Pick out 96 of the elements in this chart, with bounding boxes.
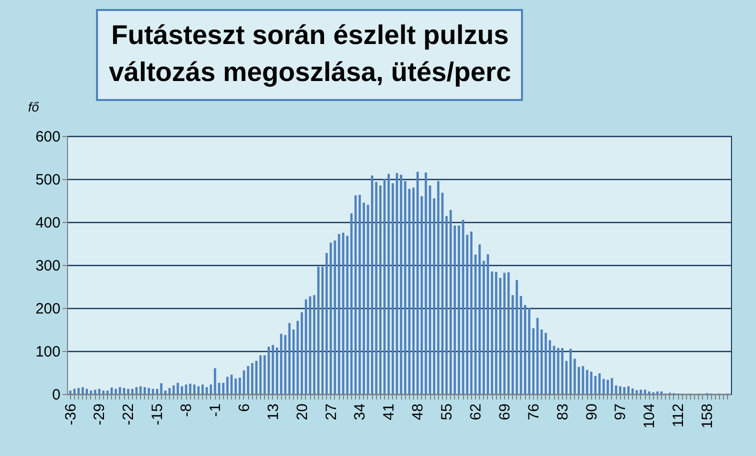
x-tick-label: 104	[641, 404, 658, 429]
bar	[94, 390, 96, 394]
bar	[516, 280, 518, 394]
x-tick-label: 90	[583, 404, 600, 420]
y-tick-label: 400	[35, 214, 60, 232]
x-tick-label: 34	[352, 404, 369, 420]
bar	[255, 360, 258, 394]
x-tick-label: 97	[612, 404, 630, 420]
bar	[544, 332, 547, 394]
bar	[437, 181, 440, 394]
bar	[358, 194, 361, 394]
x-tick-label: -36	[62, 404, 80, 426]
x-tick-label: 76	[525, 404, 542, 420]
bar	[90, 390, 92, 394]
bar	[280, 334, 282, 394]
x-tick-label: 48	[410, 404, 427, 420]
bar	[148, 388, 150, 394]
bar	[478, 244, 481, 394]
bar	[636, 390, 638, 394]
bar	[102, 390, 105, 394]
bar	[586, 370, 588, 394]
bar	[619, 386, 622, 394]
x-tick-label: 20	[294, 404, 311, 420]
bar	[218, 382, 220, 394]
bar	[82, 387, 84, 394]
x-tick-label: -22	[120, 404, 138, 426]
chart-title: Futásteszt során észlelt pulzus változás megoszlása, ütés/perc	[108, 20, 512, 87]
bar	[98, 388, 100, 394]
bar	[110, 388, 113, 394]
bar	[606, 380, 609, 394]
bar	[561, 348, 564, 394]
bar	[106, 390, 109, 394]
y-axis-title: fő	[28, 100, 40, 114]
x-tick-label: 69	[496, 404, 514, 420]
bar	[540, 330, 543, 394]
bar	[623, 387, 626, 394]
bar	[590, 372, 592, 394]
x-tick-label: 158	[699, 404, 716, 429]
bar	[189, 384, 192, 394]
bar	[164, 390, 167, 394]
x-tick-label: 112	[670, 404, 688, 428]
x-tick-label: 41	[380, 404, 398, 420]
x-tick-label: 83	[554, 404, 572, 420]
bar	[234, 378, 237, 394]
bar	[346, 236, 348, 394]
bar	[127, 388, 130, 394]
bar	[466, 234, 468, 394]
bar	[648, 391, 650, 394]
bar	[330, 242, 332, 394]
bar	[640, 390, 642, 394]
y-tick-label: 0	[52, 386, 60, 404]
bar	[574, 358, 576, 394]
bar	[144, 387, 146, 394]
bar	[176, 382, 179, 394]
bar	[495, 272, 498, 394]
bar	[131, 388, 134, 394]
bar	[210, 384, 212, 394]
bar	[644, 390, 646, 394]
bar	[317, 266, 320, 394]
x-tick-label: -15	[149, 404, 166, 426]
bar	[238, 378, 241, 394]
bar	[602, 378, 605, 394]
bar	[206, 387, 208, 394]
x-tick-label: 62	[467, 404, 484, 420]
bar	[193, 384, 196, 394]
y-tick-label: 600	[35, 128, 60, 146]
x-tick-label: 55	[438, 404, 456, 420]
bar	[450, 210, 452, 394]
bar	[284, 335, 286, 394]
bar	[251, 363, 254, 394]
bar	[160, 383, 162, 394]
bar	[470, 231, 472, 394]
x-tick-label: -1	[207, 404, 224, 417]
bar	[86, 388, 88, 394]
bar	[424, 172, 428, 394]
bar	[342, 232, 344, 394]
bar	[404, 181, 406, 394]
bar	[388, 174, 390, 394]
bar	[69, 390, 72, 394]
bar	[557, 348, 560, 394]
bar	[370, 176, 374, 394]
bar	[300, 312, 303, 394]
x-tick-label: 6	[236, 404, 253, 412]
x-tick-label: 13	[264, 404, 282, 420]
y-tick-label: 100	[35, 344, 60, 360]
bar	[114, 388, 117, 394]
x-tick-label: -29	[91, 404, 108, 426]
bar	[172, 385, 175, 394]
bar	[528, 308, 530, 394]
x-tick-label: -8	[178, 404, 196, 417]
y-tick-label: 500	[35, 172, 60, 188]
bar	[268, 346, 270, 394]
bar	[222, 382, 224, 394]
y-tick-label: 200	[35, 300, 60, 318]
y-tick-label: 300	[35, 258, 60, 274]
x-tick-label: 27	[322, 404, 340, 420]
